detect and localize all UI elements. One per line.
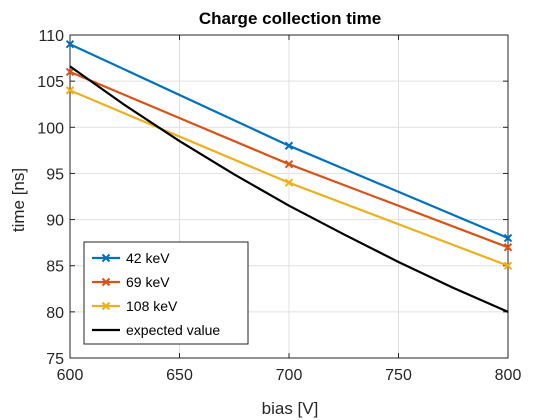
marker-stroke (65, 86, 75, 95)
y-tick-label: 80 (46, 305, 64, 322)
y-tick-label: 75 (46, 351, 64, 368)
x-tick-label: 650 (166, 367, 193, 384)
data-point-marker (284, 159, 294, 169)
y-tick-label: 90 (46, 213, 64, 230)
marker-stroke (65, 40, 75, 49)
legend-marker (101, 277, 111, 287)
data-point-marker (65, 86, 75, 95)
chart-title: Charge collection time (199, 9, 381, 28)
data-point-marker (65, 40, 75, 49)
legend-label: 108 keV (126, 298, 178, 314)
legend-marker (101, 301, 111, 311)
marker-stroke (284, 178, 294, 187)
marker-stroke (284, 141, 294, 150)
y-tick-label: 105 (37, 74, 64, 91)
legend-label: 42 keV (126, 250, 170, 266)
y-tick-label: 100 (37, 120, 64, 137)
legend: 42 keV 69 keV 108 keV expected value (83, 241, 249, 345)
x-tick-label: 700 (276, 367, 303, 384)
legend-marker (101, 253, 111, 263)
data-point-marker (284, 141, 294, 150)
marker-stroke (284, 159, 294, 169)
series-line-3 (69, 65, 509, 313)
data-point-marker (284, 178, 294, 187)
y-tick-label: 95 (46, 166, 64, 183)
legend-label: expected value (126, 322, 220, 338)
y-tick-label: 85 (46, 259, 64, 276)
marker-stroke (65, 67, 75, 77)
y-tick-label: 110 (38, 28, 64, 45)
axis-ticks: 600 650 700 750 800 75 80 85 90 95 100 105 110 (37, 28, 521, 384)
marker-stroke (503, 261, 513, 270)
series-group (65, 40, 513, 313)
marker-stroke (503, 243, 513, 252)
legend-label: 69 keV (126, 274, 170, 290)
x-tick-label: 600 (57, 367, 84, 384)
data-point-marker (503, 233, 513, 243)
data-point-marker (503, 243, 513, 252)
y-axis-label: time [ns] (9, 168, 28, 232)
x-tick-label: 800 (495, 367, 522, 384)
data-point-marker (503, 261, 513, 270)
x-axis-label: bias [V] (262, 399, 319, 418)
x-tick-label: 750 (385, 367, 412, 384)
marker-stroke (503, 233, 513, 243)
data-point-marker (65, 67, 75, 77)
